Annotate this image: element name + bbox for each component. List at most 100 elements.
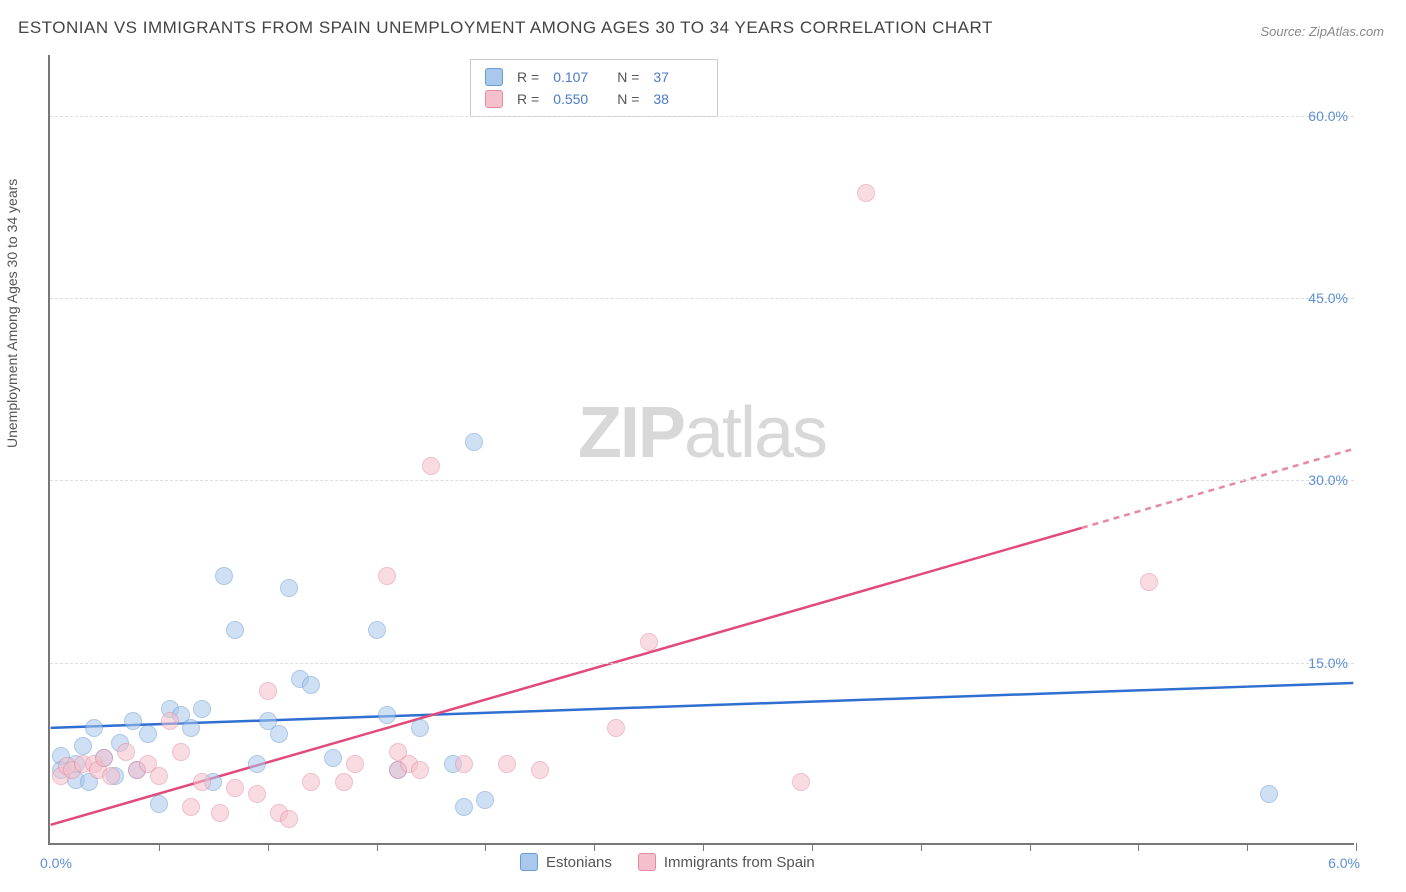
point-estonians bbox=[1260, 785, 1278, 803]
x-tick bbox=[485, 843, 486, 851]
x-tick bbox=[1030, 843, 1031, 851]
n-label: N = bbox=[617, 69, 639, 85]
point-immigrants-spain bbox=[161, 712, 179, 730]
swatch-series-1 bbox=[520, 853, 538, 871]
r-value-1: 0.107 bbox=[553, 69, 603, 85]
r-label: R = bbox=[517, 69, 539, 85]
stats-legend: R = 0.107 N = 37 R = 0.550 N = 38 bbox=[470, 59, 718, 117]
x-tick bbox=[703, 843, 704, 851]
point-immigrants-spain bbox=[211, 804, 229, 822]
watermark: ZIPatlas bbox=[578, 392, 826, 474]
x-tick bbox=[1356, 843, 1357, 851]
x-tick bbox=[159, 843, 160, 851]
point-immigrants-spain bbox=[182, 798, 200, 816]
legend-label-2: Immigrants from Spain bbox=[664, 854, 815, 871]
trend-line bbox=[51, 683, 1354, 728]
r-label: R = bbox=[517, 91, 539, 107]
point-estonians bbox=[150, 795, 168, 813]
point-immigrants-spain bbox=[346, 755, 364, 773]
point-estonians bbox=[324, 749, 342, 767]
stats-row: R = 0.550 N = 38 bbox=[485, 88, 703, 110]
swatch-series-2 bbox=[638, 853, 656, 871]
trend-line-dashed bbox=[1082, 449, 1353, 528]
point-immigrants-spain bbox=[455, 755, 473, 773]
plot-area: ZIPatlas R = 0.107 N = 37 R = 0.550 N = … bbox=[48, 55, 1354, 845]
stats-row: R = 0.107 N = 37 bbox=[485, 66, 703, 88]
point-immigrants-spain bbox=[335, 773, 353, 791]
point-immigrants-spain bbox=[193, 773, 211, 791]
point-immigrants-spain bbox=[150, 767, 168, 785]
x-tick bbox=[377, 843, 378, 851]
watermark-bold: ZIP bbox=[578, 393, 684, 473]
x-tick bbox=[1138, 843, 1139, 851]
gridline bbox=[50, 298, 1354, 299]
point-immigrants-spain bbox=[102, 767, 120, 785]
point-estonians bbox=[476, 791, 494, 809]
point-immigrants-spain bbox=[1140, 573, 1158, 591]
gridline bbox=[50, 663, 1354, 664]
point-estonians bbox=[124, 712, 142, 730]
point-immigrants-spain bbox=[422, 457, 440, 475]
point-immigrants-spain bbox=[302, 773, 320, 791]
point-immigrants-spain bbox=[792, 773, 810, 791]
x-tick bbox=[921, 843, 922, 851]
x-tick bbox=[594, 843, 595, 851]
point-immigrants-spain bbox=[248, 785, 266, 803]
gridline bbox=[50, 116, 1354, 117]
point-estonians bbox=[368, 621, 386, 639]
point-immigrants-spain bbox=[498, 755, 516, 773]
n-value-1: 37 bbox=[653, 69, 703, 85]
point-immigrants-spain bbox=[411, 761, 429, 779]
point-estonians bbox=[182, 719, 200, 737]
x-tick bbox=[268, 843, 269, 851]
swatch-series-1 bbox=[485, 68, 503, 86]
x-max-label: 6.0% bbox=[1328, 855, 1360, 871]
point-immigrants-spain bbox=[117, 743, 135, 761]
watermark-light: atlas bbox=[684, 393, 826, 473]
point-immigrants-spain bbox=[280, 810, 298, 828]
y-tick-label: 15.0% bbox=[1308, 655, 1348, 671]
point-estonians bbox=[280, 579, 298, 597]
point-estonians bbox=[139, 725, 157, 743]
y-axis-label: Unemployment Among Ages 30 to 34 years bbox=[4, 179, 20, 448]
legend-label-1: Estonians bbox=[546, 854, 612, 871]
swatch-series-2 bbox=[485, 90, 503, 108]
point-estonians bbox=[411, 719, 429, 737]
point-estonians bbox=[455, 798, 473, 816]
point-estonians bbox=[226, 621, 244, 639]
y-tick-label: 60.0% bbox=[1308, 108, 1348, 124]
point-estonians bbox=[215, 567, 233, 585]
chart-title: ESTONIAN VS IMMIGRANTS FROM SPAIN UNEMPL… bbox=[18, 18, 993, 38]
legend-item-1: Estonians bbox=[520, 853, 612, 871]
point-estonians bbox=[193, 700, 211, 718]
point-estonians bbox=[465, 433, 483, 451]
point-immigrants-spain bbox=[607, 719, 625, 737]
legend-item-2: Immigrants from Spain bbox=[638, 853, 815, 871]
point-estonians bbox=[248, 755, 266, 773]
x-tick bbox=[812, 843, 813, 851]
point-estonians bbox=[74, 737, 92, 755]
trend-lines-svg bbox=[50, 55, 1354, 843]
point-immigrants-spain bbox=[640, 633, 658, 651]
source-attribution: Source: ZipAtlas.com bbox=[1260, 24, 1384, 39]
point-immigrants-spain bbox=[172, 743, 190, 761]
point-immigrants-spain bbox=[857, 184, 875, 202]
n-value-2: 38 bbox=[653, 91, 703, 107]
point-immigrants-spain bbox=[259, 682, 277, 700]
y-tick-label: 45.0% bbox=[1308, 290, 1348, 306]
point-immigrants-spain bbox=[378, 567, 396, 585]
x-origin-label: 0.0% bbox=[40, 855, 72, 871]
point-estonians bbox=[302, 676, 320, 694]
y-tick-label: 30.0% bbox=[1308, 472, 1348, 488]
point-estonians bbox=[378, 706, 396, 724]
n-label: N = bbox=[617, 91, 639, 107]
point-immigrants-spain bbox=[95, 749, 113, 767]
point-estonians bbox=[85, 719, 103, 737]
series-legend: Estonians Immigrants from Spain bbox=[520, 853, 815, 871]
r-value-2: 0.550 bbox=[553, 91, 603, 107]
point-immigrants-spain bbox=[531, 761, 549, 779]
point-estonians bbox=[270, 725, 288, 743]
point-immigrants-spain bbox=[226, 779, 244, 797]
gridline bbox=[50, 480, 1354, 481]
x-tick bbox=[1247, 843, 1248, 851]
